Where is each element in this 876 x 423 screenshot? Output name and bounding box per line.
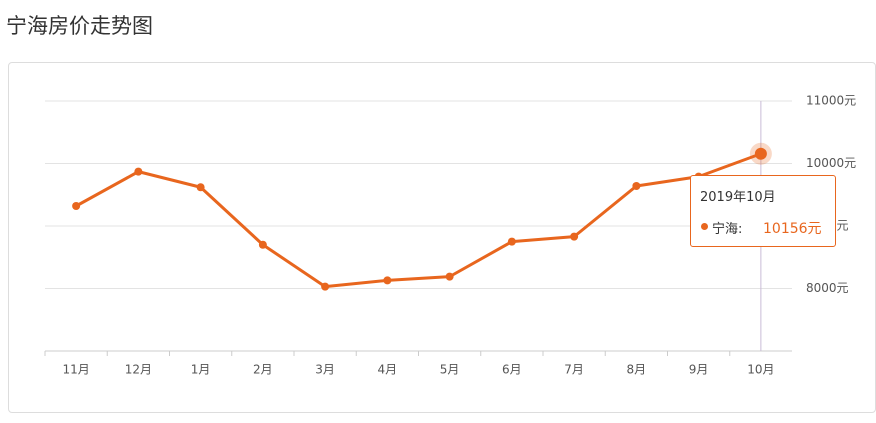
x-tick-label: 11月 xyxy=(62,363,89,377)
x-tick-label: 6月 xyxy=(502,363,522,377)
point xyxy=(196,183,205,192)
x-tick-label: 3月 xyxy=(315,363,335,377)
x-tick-label: 12月 xyxy=(125,363,152,377)
x-tick-label: 2月 xyxy=(253,363,273,377)
x-tick-label: 5月 xyxy=(440,363,460,377)
x-tick-label: 10月 xyxy=(747,363,774,377)
x-tick-label: 1月 xyxy=(191,363,211,377)
x-tick-label: 4月 xyxy=(378,363,398,377)
point xyxy=(632,182,641,190)
tooltip-title: 2019年10月 xyxy=(700,190,776,205)
x-tick-label: 7月 xyxy=(564,363,584,377)
point xyxy=(445,272,454,281)
point xyxy=(570,232,579,241)
point xyxy=(321,282,330,291)
chart-title: 宁海房价走势图 xyxy=(6,14,153,38)
point xyxy=(507,237,516,246)
tooltip: 2019年10月 宁海: 10156元 xyxy=(690,175,836,247)
tooltip-value: 10156元 xyxy=(763,221,822,237)
point xyxy=(134,167,143,176)
y-tick-label: 8000元 xyxy=(806,281,849,295)
tooltip-label: 宁海: xyxy=(712,222,743,237)
tooltip-dot xyxy=(701,223,708,230)
point xyxy=(72,202,81,210)
x-tick-label: 9月 xyxy=(689,363,709,377)
point xyxy=(754,147,767,160)
x-tick-label: 8月 xyxy=(627,363,647,377)
y-tick-label: 10000元 xyxy=(806,156,856,170)
point xyxy=(383,276,392,285)
y-tick-label: 11000元 xyxy=(806,94,856,108)
point xyxy=(258,240,267,249)
line xyxy=(75,152,762,289)
